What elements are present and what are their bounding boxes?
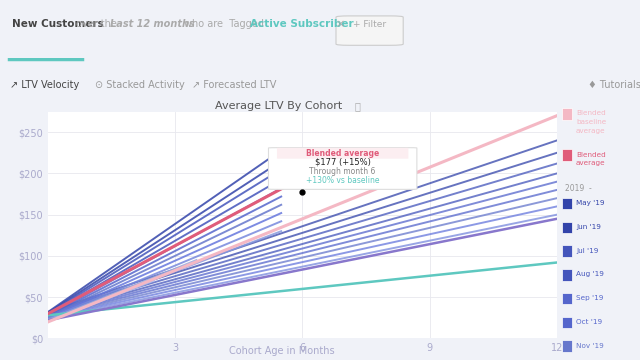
- Text: Blended: Blended: [576, 152, 605, 158]
- Text: + Filter: + Filter: [353, 20, 387, 29]
- Text: ↗ LTV Velocity: ↗ LTV Velocity: [10, 80, 79, 90]
- Text: Through month 6: Through month 6: [310, 167, 376, 176]
- Text: +130% vs baseline: +130% vs baseline: [306, 176, 380, 185]
- Text: Nov '19: Nov '19: [576, 343, 604, 348]
- Bar: [562, 198, 572, 210]
- Text: May '19: May '19: [576, 200, 604, 206]
- Text: ×: ×: [335, 19, 345, 30]
- Text: 2019  -: 2019 -: [565, 184, 592, 193]
- Text: ↗ Forecasted LTV: ↗ Forecasted LTV: [192, 80, 276, 90]
- Bar: [562, 222, 572, 233]
- Text: average: average: [576, 160, 605, 166]
- FancyBboxPatch shape: [277, 148, 408, 159]
- Bar: [562, 269, 572, 280]
- Text: Oct '19: Oct '19: [576, 319, 602, 325]
- Text: ♦ Tutorials: ♦ Tutorials: [588, 80, 640, 90]
- Bar: [562, 108, 572, 120]
- Text: New Customers: New Customers: [12, 19, 103, 30]
- Text: average: average: [576, 128, 605, 134]
- Text: over the: over the: [76, 19, 116, 30]
- Text: ⊙ Stacked Activity: ⊙ Stacked Activity: [95, 80, 184, 90]
- Bar: [562, 149, 572, 161]
- Text: who are  Tagged: who are Tagged: [184, 19, 264, 30]
- Text: ⓘ: ⓘ: [354, 101, 360, 111]
- Text: Jun '19: Jun '19: [576, 224, 601, 230]
- Bar: [562, 340, 572, 352]
- Text: Blended average: Blended average: [306, 149, 380, 158]
- Text: Last 12 months: Last 12 months: [110, 19, 195, 30]
- Text: Cohort Age in Months: Cohort Age in Months: [228, 346, 335, 356]
- Text: Blended: Blended: [576, 110, 605, 116]
- Bar: [562, 245, 572, 257]
- Bar: [562, 293, 572, 304]
- Bar: [562, 316, 572, 328]
- Text: baseline: baseline: [576, 119, 606, 125]
- Text: $177 (+15%): $177 (+15%): [315, 157, 371, 166]
- Text: Average LTV By Cohort: Average LTV By Cohort: [215, 101, 342, 111]
- FancyBboxPatch shape: [336, 16, 403, 45]
- Text: Aug '19: Aug '19: [576, 271, 604, 277]
- Text: Active Subscriber: Active Subscriber: [250, 19, 353, 30]
- Text: Sep '19: Sep '19: [576, 295, 604, 301]
- Text: Jul '19: Jul '19: [576, 248, 598, 254]
- FancyBboxPatch shape: [269, 148, 417, 189]
